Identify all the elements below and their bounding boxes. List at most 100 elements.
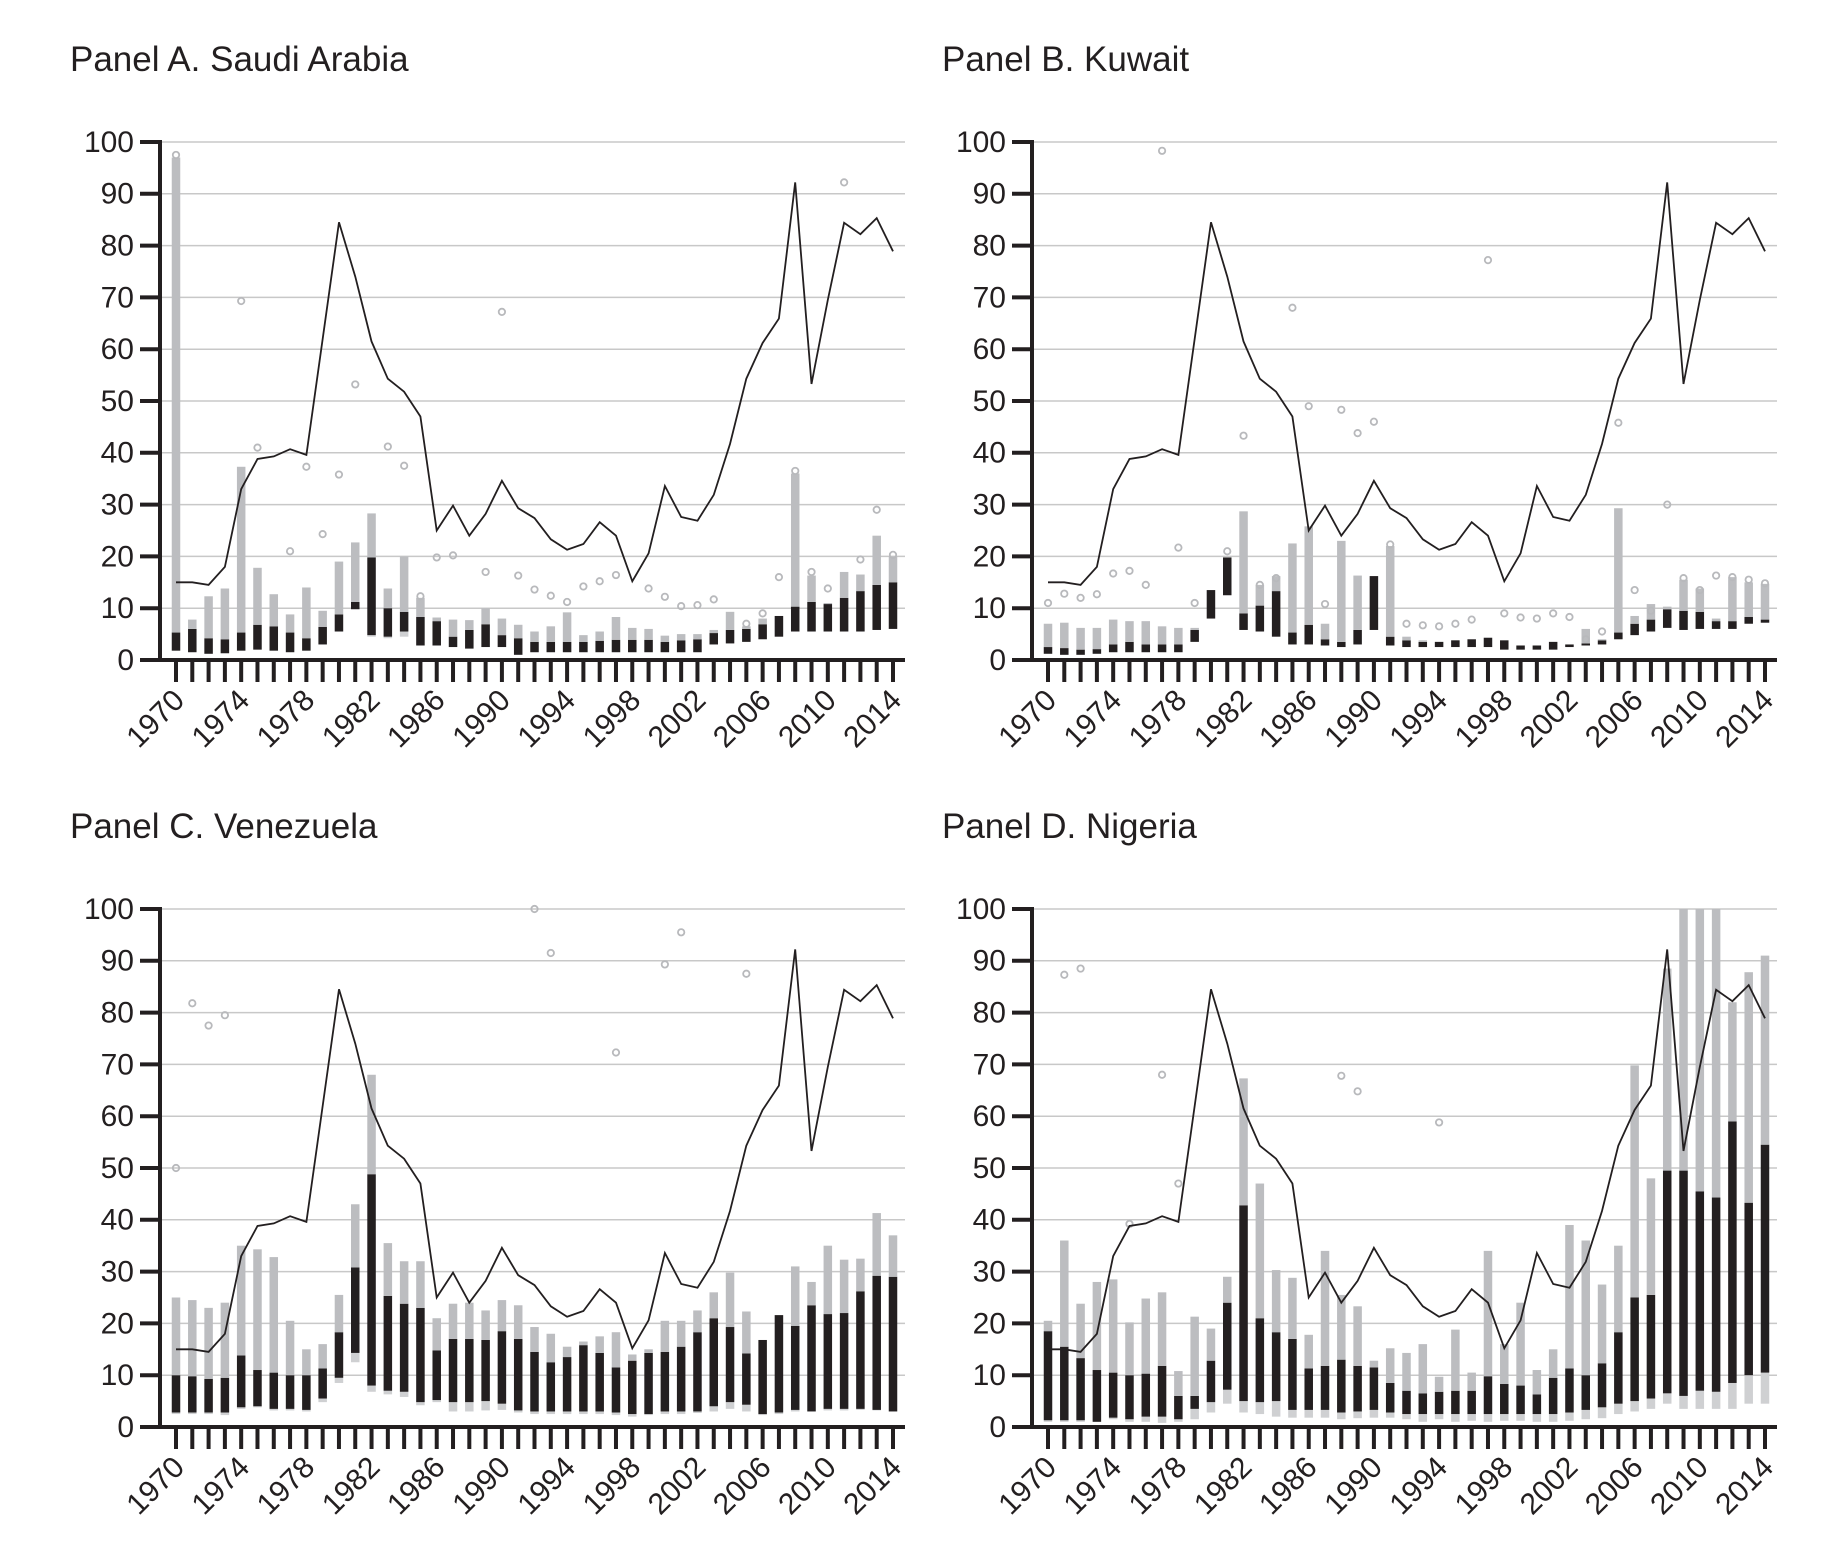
bar-median-segment (1353, 1365, 1362, 1412)
bar-median-segment (1581, 643, 1590, 646)
outlier-point (1320, 599, 1330, 609)
bar-median-segment (188, 628, 197, 653)
bar-median-segment (1728, 621, 1737, 629)
bar-upper-segment (1255, 1183, 1265, 1319)
y-tick-label: 50 (973, 385, 1006, 418)
bar-median-segment (334, 614, 344, 632)
bar-upper-segment (856, 574, 865, 592)
bar-upper-segment (595, 631, 604, 641)
bar-lower-segment (204, 1412, 213, 1415)
outlier-point (1467, 615, 1476, 624)
bar-upper-segment (839, 571, 849, 598)
outlier-point (1695, 585, 1704, 595)
bar-upper-segment (1728, 1002, 1737, 1122)
bar-median-segment (285, 632, 295, 653)
bar-median-segment (774, 615, 784, 637)
outlier-point (611, 1048, 621, 1057)
outlier-point (1532, 614, 1541, 623)
y-tick-label: 10 (101, 1359, 134, 1392)
bar-lower-segment (399, 1391, 409, 1397)
y-tick-label: 30 (101, 489, 134, 522)
bar-median-segment (465, 629, 474, 649)
bar-upper-segment (1646, 1178, 1656, 1295)
bar-upper-segment (1304, 1334, 1313, 1369)
bar-lower-segment (628, 1414, 637, 1417)
y-tick-label: 100 (84, 126, 134, 159)
bar-lower-segment (448, 1402, 458, 1412)
bar-upper-segment (1157, 626, 1167, 645)
y-tick-label: 70 (101, 1048, 134, 1081)
bar-median-segment (513, 638, 523, 655)
outlier-point (497, 307, 507, 317)
bar-median-segment (302, 1375, 311, 1410)
bar-median-segment (1614, 632, 1623, 640)
y-tick-label: 20 (973, 1307, 1006, 1340)
bar-upper-segment (269, 594, 279, 627)
bar-upper-segment (628, 627, 637, 640)
outlier-point (253, 443, 262, 452)
bar-median-segment (1271, 1332, 1281, 1402)
bar-lower-segment (790, 1409, 800, 1412)
x-tick-label: 1986 (381, 1451, 452, 1522)
x-tick-label: 2014 (1709, 1451, 1780, 1522)
chart-kuwait: 0102030405060708090100197019741978198219… (956, 126, 1780, 754)
bar-median-segment (448, 1338, 458, 1403)
bar-lower-segment (383, 636, 393, 639)
y-tick-label: 30 (101, 1256, 134, 1289)
y-tick-label: 90 (101, 178, 134, 211)
bar-median-segment (220, 639, 230, 654)
oil-price-line (176, 949, 894, 1353)
x-tick-label: 2014 (837, 1451, 908, 1522)
bar-upper-segment (725, 1272, 735, 1328)
bar-upper-segment (204, 596, 213, 639)
bar-lower-segment (236, 1407, 246, 1409)
bar-median-segment (171, 632, 181, 651)
oil-price-line (1048, 949, 1766, 1353)
bar-lower-segment (1662, 1393, 1672, 1404)
bar-upper-segment (546, 1333, 556, 1363)
bar-upper-segment (758, 618, 767, 625)
x-tick-label: 2006 (707, 684, 778, 755)
bar-upper-segment (790, 473, 800, 607)
bar-upper-segment (416, 597, 425, 618)
bar-upper-segment (1174, 1371, 1183, 1396)
bar-upper-segment (253, 567, 262, 625)
bar-upper-segment (530, 631, 539, 642)
bar-lower-segment (1157, 1416, 1167, 1423)
bar-median-segment (1744, 617, 1753, 624)
bar-upper-segment (1646, 604, 1656, 620)
bar-lower-segment (1223, 1389, 1232, 1404)
y-tick-label: 80 (101, 997, 134, 1030)
bar-median-segment (693, 1332, 702, 1412)
bar-lower-segment (1500, 1414, 1509, 1421)
bar-median-segment (1597, 640, 1607, 645)
outlier-point (1353, 429, 1362, 438)
bar-median-segment (1614, 1332, 1623, 1404)
bar-lower-segment (1174, 1419, 1183, 1422)
bar-upper-segment (676, 1320, 686, 1347)
y-tick-label: 70 (101, 281, 134, 314)
bar-upper-segment (302, 1349, 311, 1376)
bar-median-segment (888, 1276, 898, 1412)
outlier-point (1760, 579, 1770, 588)
bar-median-segment (1532, 645, 1542, 650)
bar-median-segment (1043, 647, 1053, 654)
bar-upper-segment (1271, 576, 1281, 592)
bar-median-segment (1516, 645, 1525, 650)
bar-lower-segment (1581, 1409, 1590, 1420)
bar-median-segment (1662, 1170, 1672, 1394)
y-tick-label: 50 (101, 1152, 134, 1185)
bar-upper-segment (1597, 639, 1607, 641)
bar-median-segment (1581, 1375, 1590, 1410)
bar-lower-segment (351, 1352, 360, 1363)
y-tick-label: 0 (989, 1411, 1006, 1444)
outlier-point (1304, 402, 1313, 411)
bar-median-segment (628, 1360, 637, 1415)
outlier-point (514, 571, 523, 580)
bar-upper-segment (1157, 1292, 1167, 1366)
outlier-point (774, 573, 784, 582)
bar-upper-segment (302, 587, 311, 639)
bar-median-segment (758, 624, 767, 640)
bar-lower-segment (1125, 1419, 1134, 1422)
bar-upper-segment (1451, 1329, 1460, 1391)
